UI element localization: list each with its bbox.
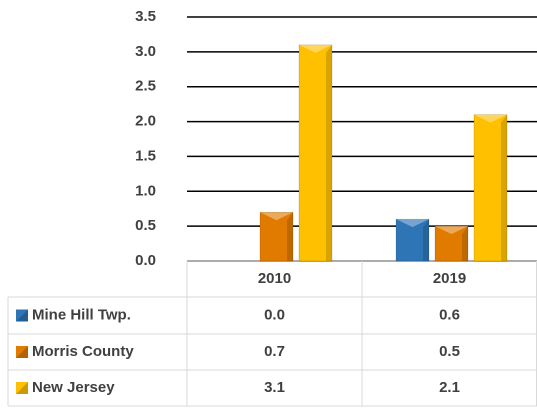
bar-bevel <box>287 212 293 261</box>
legend-key <box>16 346 28 358</box>
bar <box>473 114 508 262</box>
table-cell: 0.5 <box>439 343 460 360</box>
y-tick-label: 3.5 <box>135 8 156 25</box>
table-cell: 0.0 <box>264 306 285 323</box>
bar-bevel <box>299 44 332 53</box>
bar-bevel <box>462 226 468 261</box>
x-tick-label: 2010 <box>258 270 291 287</box>
bar-bevel <box>396 219 429 228</box>
y-tick-label: 1.0 <box>135 182 156 199</box>
bar <box>434 225 469 262</box>
legend-key <box>16 382 28 394</box>
legend-key-shade <box>16 309 28 322</box>
bar <box>395 218 430 262</box>
bar <box>259 211 294 262</box>
legend-label: Morris County <box>32 343 134 360</box>
legend-label: New Jersey <box>32 379 115 396</box>
table-cell: 3.1 <box>264 379 285 396</box>
legend-label: Mine Hill Twp. <box>32 306 131 323</box>
legend-key-shade <box>16 346 28 358</box>
x-tick-label: 2019 <box>433 270 466 287</box>
table-cell: 0.6 <box>439 306 460 323</box>
bar-bevel <box>326 44 332 262</box>
bar-bevel <box>474 114 507 123</box>
bar-bevel <box>501 114 507 261</box>
y-tick-label: 2.5 <box>135 78 156 95</box>
y-tick-label: 2.0 <box>135 113 156 130</box>
table-cell: 2.1 <box>439 379 460 396</box>
y-tick-label: 1.5 <box>135 147 156 164</box>
y-tick-label: 0.5 <box>135 217 156 234</box>
table-cell: 0.7 <box>264 343 285 360</box>
y-tick-label: 3.0 <box>135 43 156 60</box>
bar-bevel <box>423 219 429 261</box>
y-tick-label: 0.0 <box>135 252 156 269</box>
bar-bevel <box>260 212 293 221</box>
bar-bevel <box>435 226 468 235</box>
legend-key <box>16 309 28 322</box>
legend-key-shade <box>16 382 28 394</box>
bar <box>298 44 333 262</box>
